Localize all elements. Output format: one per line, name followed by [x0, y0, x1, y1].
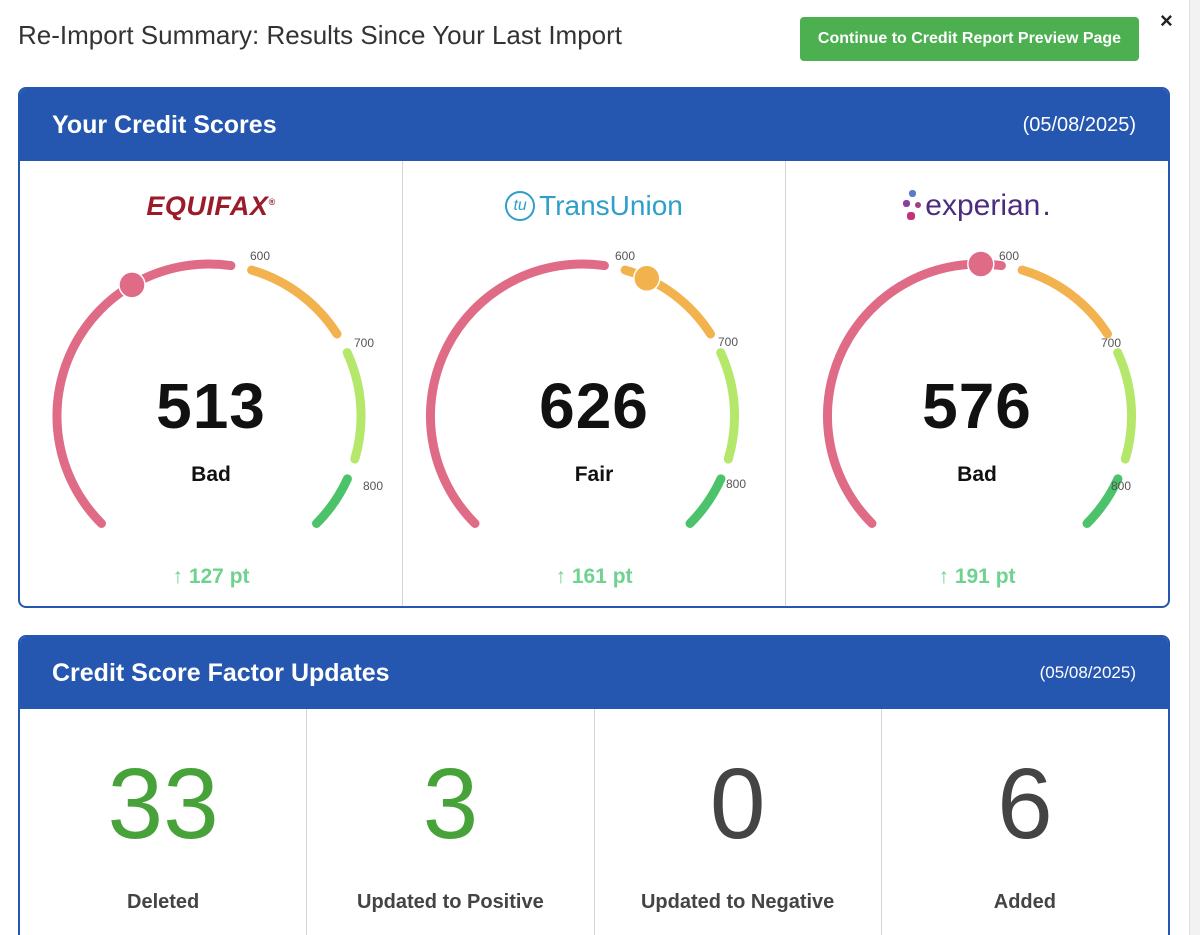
- score-gauge: [425, 259, 739, 528]
- gauge-segment-excellent: [685, 474, 726, 528]
- gauge-segment-fair: [247, 265, 342, 339]
- gauge-segment-good: [1113, 348, 1136, 464]
- transunion-logo-mark: tu: [505, 191, 536, 221]
- credit-score-rating: Fair: [574, 463, 614, 486]
- credit-scores-title: Your Credit Scores: [52, 110, 277, 139]
- score-marker: [633, 264, 661, 293]
- tick-label-700: 700: [1101, 336, 1122, 350]
- score-change: ↑ 127 pt: [172, 565, 250, 588]
- credit-score-value: 576: [922, 370, 1032, 442]
- equifax-logo: EQUIFAX®: [20, 183, 402, 229]
- bureau-experian: experian. 600 700 800 576 Bad ↑ 191 pt: [786, 161, 1168, 606]
- credit-scores-card: Your Credit Scores (05/08/2025) EQUIFAX®…: [18, 87, 1170, 608]
- equifax-logo-text: EQUIFAX: [146, 190, 269, 221]
- tick-label-700: 700: [354, 336, 375, 350]
- factor-stats-row: 33 Deleted 3 Updated to Positive 0 Updat…: [20, 709, 1168, 935]
- factor-count: 3: [422, 748, 479, 860]
- factor-updates-card: Credit Score Factor Updates (05/08/2025)…: [18, 635, 1170, 935]
- factor-updates-date: (05/08/2025): [1039, 663, 1136, 682]
- gauge-segment-good: [342, 348, 366, 464]
- credit-score-rating: Bad: [191, 463, 231, 486]
- score-gauge: [822, 250, 1136, 528]
- page-title: Re-Import Summary: Results Since Your La…: [18, 20, 623, 50]
- close-icon[interactable]: ×: [1160, 8, 1173, 33]
- factor-added: 6 Added: [882, 709, 1168, 935]
- credit-scores-header: Your Credit Scores (05/08/2025): [20, 89, 1168, 161]
- experian-logo-mark: .: [1042, 189, 1051, 222]
- bureau-equifax: EQUIFAX® 600 700 800 513 Bad ↑ 127 pt: [20, 161, 403, 606]
- tick-label-700: 700: [718, 335, 739, 349]
- factor-label: Updated to Positive: [357, 891, 544, 913]
- equifax-logo-mark: ®: [268, 196, 276, 207]
- factor-label: Deleted: [127, 891, 200, 913]
- tick-label-800: 800: [726, 477, 747, 491]
- factor-count: 0: [709, 748, 766, 860]
- score-marker: [118, 271, 146, 299]
- gauge-segment-good: [716, 348, 739, 464]
- bureau-transunion: tu TransUnion 600 700 800 626 Fair ↑ 161 …: [403, 161, 786, 606]
- factor-label: Added: [993, 891, 1056, 913]
- gauge-segment-fair: [1017, 265, 1112, 339]
- bureau-scores-row: EQUIFAX® 600 700 800 513 Bad ↑ 127 pt tu…: [20, 161, 1168, 606]
- score-change: ↑ 191 pt: [938, 565, 1016, 588]
- gauge-segment-excellent: [1082, 474, 1123, 528]
- tick-label-600: 600: [999, 249, 1020, 263]
- tick-label-800: 800: [1111, 479, 1132, 493]
- experian-logo: experian.: [786, 183, 1168, 229]
- factor-updated-negative: 0 Updated to Negative: [595, 709, 882, 935]
- tick-label-800: 800: [363, 479, 384, 493]
- gauge-segment-bad: [52, 259, 236, 528]
- experian-dots-icon: [903, 188, 923, 224]
- credit-scores-date: (05/08/2025): [1022, 113, 1136, 136]
- score-gauge: [52, 259, 366, 528]
- transunion-logo-text: TransUnion: [539, 190, 683, 221]
- score-marker: [967, 250, 995, 278]
- gauge-segment-bad: [425, 259, 609, 528]
- continue-to-preview-button[interactable]: Continue to Credit Report Preview Page: [800, 17, 1139, 61]
- factor-updates-header: Credit Score Factor Updates (05/08/2025): [20, 637, 1168, 709]
- tick-label-600: 600: [615, 249, 636, 263]
- scrollbar[interactable]: [1189, 0, 1200, 935]
- credit-score-value: 513: [156, 370, 266, 442]
- experian-logo-text: experian: [925, 189, 1041, 222]
- tick-label-600: 600: [250, 249, 271, 263]
- factor-label: Updated to Negative: [640, 891, 835, 913]
- credit-score-value: 626: [539, 370, 649, 442]
- transunion-logo: tu TransUnion: [403, 183, 785, 229]
- factor-updates-title: Credit Score Factor Updates: [52, 658, 390, 687]
- factor-updated-positive: 3 Updated to Positive: [307, 709, 595, 935]
- credit-score-rating: Bad: [957, 463, 997, 486]
- factor-count: 6: [997, 748, 1053, 860]
- factor-deleted: 33 Deleted: [20, 709, 308, 935]
- gauge-segment-bad: [822, 259, 1006, 528]
- factor-count: 33: [107, 748, 219, 860]
- score-change: ↑ 161 pt: [555, 565, 633, 588]
- gauge-segment-excellent: [312, 474, 352, 528]
